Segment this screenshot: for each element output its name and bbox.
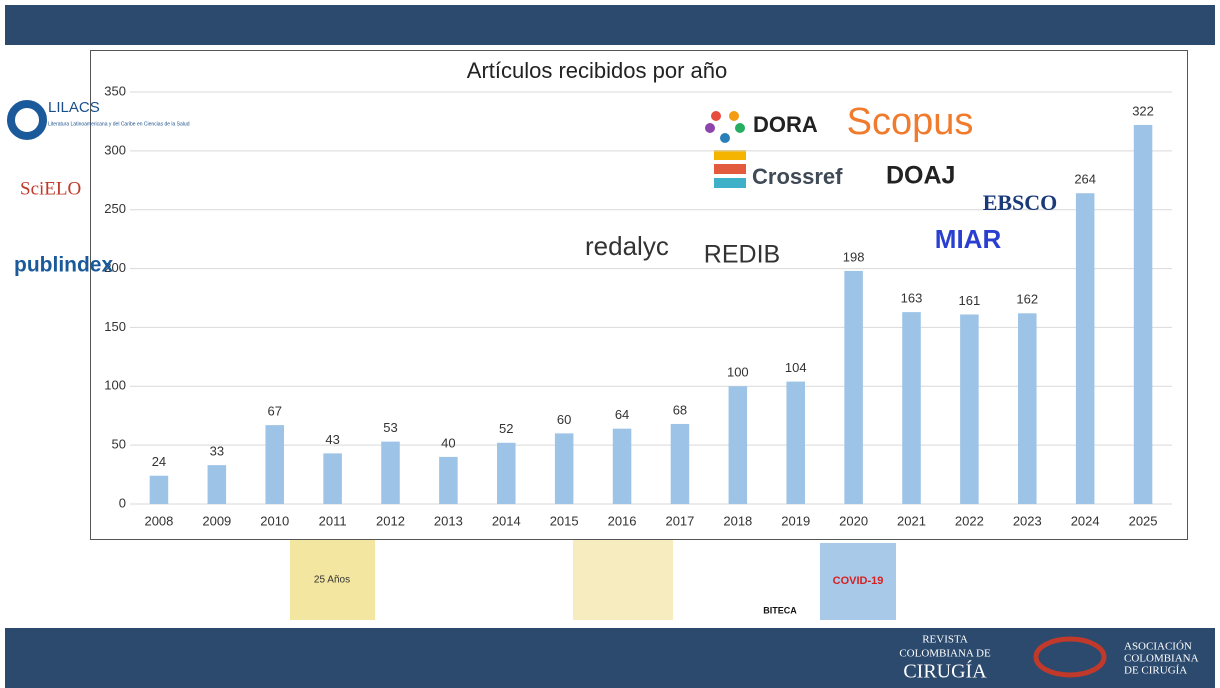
- bar: [902, 312, 921, 504]
- x-tick-label: 2019: [781, 513, 810, 528]
- bar: [439, 457, 458, 504]
- data-label: 104: [785, 360, 807, 375]
- bar: [208, 465, 227, 504]
- data-label: 100: [727, 365, 749, 380]
- data-label: 163: [901, 291, 923, 306]
- x-tick-label: 2013: [434, 513, 463, 528]
- association-name: ASOCIACIÓN: [1124, 641, 1192, 653]
- x-tick-label: 2023: [1013, 513, 1042, 528]
- logo-text: Literatura Latinoamericana y del Caribe …: [48, 121, 190, 127]
- data-label: 161: [959, 293, 981, 308]
- bar: [497, 443, 516, 504]
- logo-text: DORA: [753, 112, 818, 137]
- data-label: 24: [152, 454, 166, 469]
- bar: [613, 429, 632, 504]
- data-label: 322: [1132, 103, 1154, 118]
- logo-text: Crossref: [752, 164, 843, 189]
- logo-text: redalyc: [585, 231, 669, 261]
- logo-text: MIAR: [935, 224, 1002, 254]
- logo-text: SciELO: [20, 178, 81, 199]
- y-tick-label: 0: [119, 495, 126, 510]
- association-name: COLOMBIANA: [1124, 653, 1199, 665]
- logo-text: BITECA: [763, 605, 797, 615]
- x-tick-label: 2009: [202, 513, 231, 528]
- bar: [323, 453, 342, 504]
- data-label: 67: [267, 404, 281, 419]
- crossref-icon: [714, 150, 746, 188]
- logo-text: Scopus: [847, 101, 974, 143]
- x-tick-label: 2025: [1129, 513, 1158, 528]
- bar: [381, 442, 400, 504]
- bar: [265, 425, 284, 504]
- data-label: 43: [325, 432, 339, 447]
- association-name: DE CIRUGÍA: [1124, 665, 1187, 677]
- x-tick-label: 2016: [608, 513, 637, 528]
- bar: [671, 424, 690, 504]
- journal-name: COLOMBIANA DE: [899, 648, 991, 660]
- bar: [729, 386, 748, 504]
- x-tick-label: 2022: [955, 513, 984, 528]
- data-label: 52: [499, 421, 513, 436]
- slide: Artículos recibidos por año 0 50 100 150 200…: [0, 0, 1220, 688]
- data-label: 60: [557, 412, 571, 427]
- logo-text: 25 Años: [314, 575, 350, 586]
- bar: [150, 476, 169, 504]
- data-label: 64: [615, 407, 629, 422]
- y-tick-label: 150: [104, 319, 126, 334]
- bar: [1134, 125, 1153, 504]
- data-label: 198: [843, 249, 865, 264]
- x-tick-label: 2011: [319, 513, 347, 528]
- x-tick-label: 2024: [1071, 513, 1100, 528]
- bar: [960, 314, 979, 504]
- x-tick-label: 2015: [550, 513, 579, 528]
- y-tick-label: 350: [104, 83, 126, 98]
- logo-text: DOAJ: [886, 162, 955, 190]
- y-tick-label: 250: [104, 201, 126, 216]
- x-tick-label: 2017: [665, 513, 694, 528]
- x-tick-label: 2008: [144, 513, 173, 528]
- chart-title: Artículos recibidos por año: [467, 58, 727, 83]
- data-label: 264: [1074, 172, 1096, 187]
- bar: [786, 382, 805, 504]
- bar: [1018, 313, 1037, 504]
- bar: [555, 433, 574, 504]
- y-tick-label: 100: [104, 378, 126, 393]
- data-label: 33: [210, 444, 224, 459]
- data-label: 40: [441, 435, 455, 450]
- bar: [844, 271, 863, 504]
- logo-text: EBSCO: [983, 190, 1058, 215]
- x-tick-label: 2020: [839, 513, 868, 528]
- data-label: 68: [673, 402, 687, 417]
- x-tick-label: 2014: [492, 513, 521, 528]
- logo-text: REDIB: [704, 241, 780, 269]
- cover-thumbnail: [573, 540, 673, 620]
- logo-text: publindex: [14, 254, 113, 277]
- x-tick-label: 2021: [897, 513, 926, 528]
- logo-text: COVID-19: [833, 575, 884, 587]
- lilacs-icon: [11, 104, 43, 136]
- logo-text: LILACS: [48, 99, 100, 116]
- journal-name: REVISTA: [922, 634, 968, 646]
- data-label: 53: [383, 420, 397, 435]
- x-tick-label: 2018: [723, 513, 752, 528]
- footer-bar: [5, 628, 1215, 688]
- x-tick-label: 2012: [376, 513, 405, 528]
- x-tick-label: 2010: [260, 513, 289, 528]
- bar: [1076, 193, 1095, 504]
- header-bar: [5, 5, 1215, 45]
- journal-name: CIRUGÍA: [903, 660, 987, 683]
- y-tick-label: 50: [112, 437, 126, 452]
- y-tick-label: 300: [104, 142, 126, 157]
- data-label: 162: [1016, 292, 1038, 307]
